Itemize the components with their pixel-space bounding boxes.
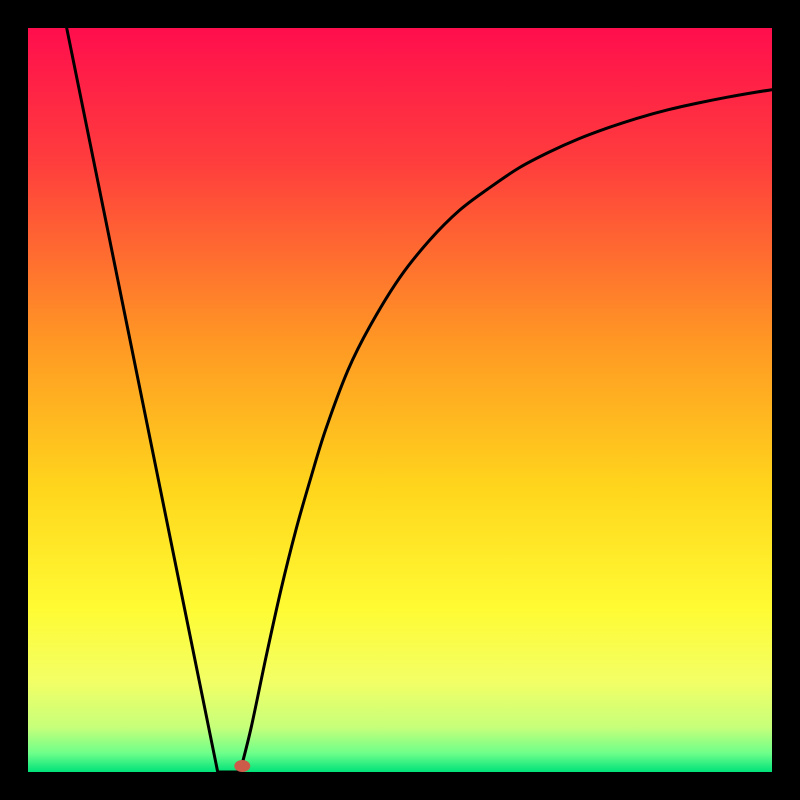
frame-bottom [0,772,800,800]
frame-top [0,0,800,28]
gradient-background [28,28,772,772]
optimum-marker [234,760,250,772]
frame-right [772,0,800,800]
bottleneck-chart [28,28,772,772]
frame-left [0,0,28,800]
